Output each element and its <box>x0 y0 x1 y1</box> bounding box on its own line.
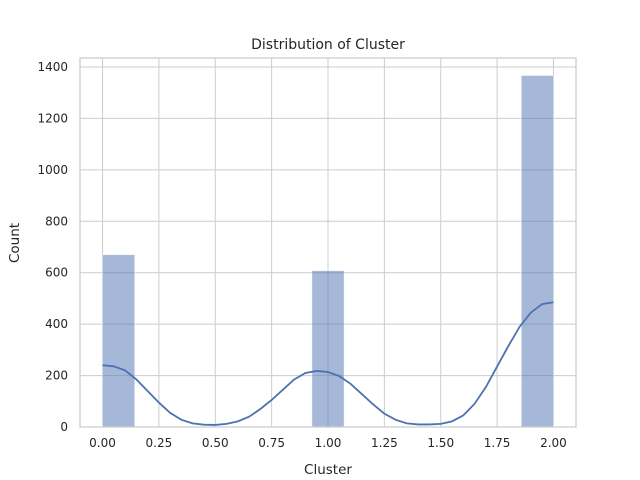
y-tick-label: 0 <box>60 420 68 434</box>
x-tick-label: 0.00 <box>89 436 116 450</box>
x-tick-label: 1.75 <box>484 436 511 450</box>
y-tick-label: 1000 <box>37 163 68 177</box>
plot-frame <box>79 57 577 428</box>
x-tick-label: 1.25 <box>371 436 398 450</box>
x-tick-label: 1.00 <box>315 436 342 450</box>
y-tick-label: 800 <box>45 214 68 228</box>
y-axis-label: Count <box>7 223 23 263</box>
x-tick-label: 1.50 <box>427 436 454 450</box>
histogram-bar <box>102 254 136 428</box>
x-tick-label: 0.75 <box>258 436 285 450</box>
histogram-bar <box>520 75 554 428</box>
histogram-bar <box>311 270 345 428</box>
x-axis-label: Cluster <box>304 462 352 478</box>
kde-curve <box>102 301 554 426</box>
y-tick-label: 600 <box>45 266 68 280</box>
histogram-bars <box>102 75 554 428</box>
x-tick-label: 2.00 <box>540 436 567 450</box>
y-axis-ticks: 0 200 400 600 800 1000 1200 1400 <box>37 60 68 434</box>
y-tick-label: 1200 <box>37 111 68 125</box>
x-axis-ticks: 0.00 0.25 0.50 0.75 1.00 1.25 1.50 1.75 2.00 <box>89 436 567 450</box>
y-tick-label: 200 <box>45 369 68 383</box>
y-tick-label: 400 <box>45 317 68 331</box>
x-tick-label: 0.25 <box>146 436 173 450</box>
chart-title: Distribution of Cluster <box>251 37 405 53</box>
x-tick-label: 0.50 <box>202 436 229 450</box>
y-tick-label: 1400 <box>37 60 68 74</box>
